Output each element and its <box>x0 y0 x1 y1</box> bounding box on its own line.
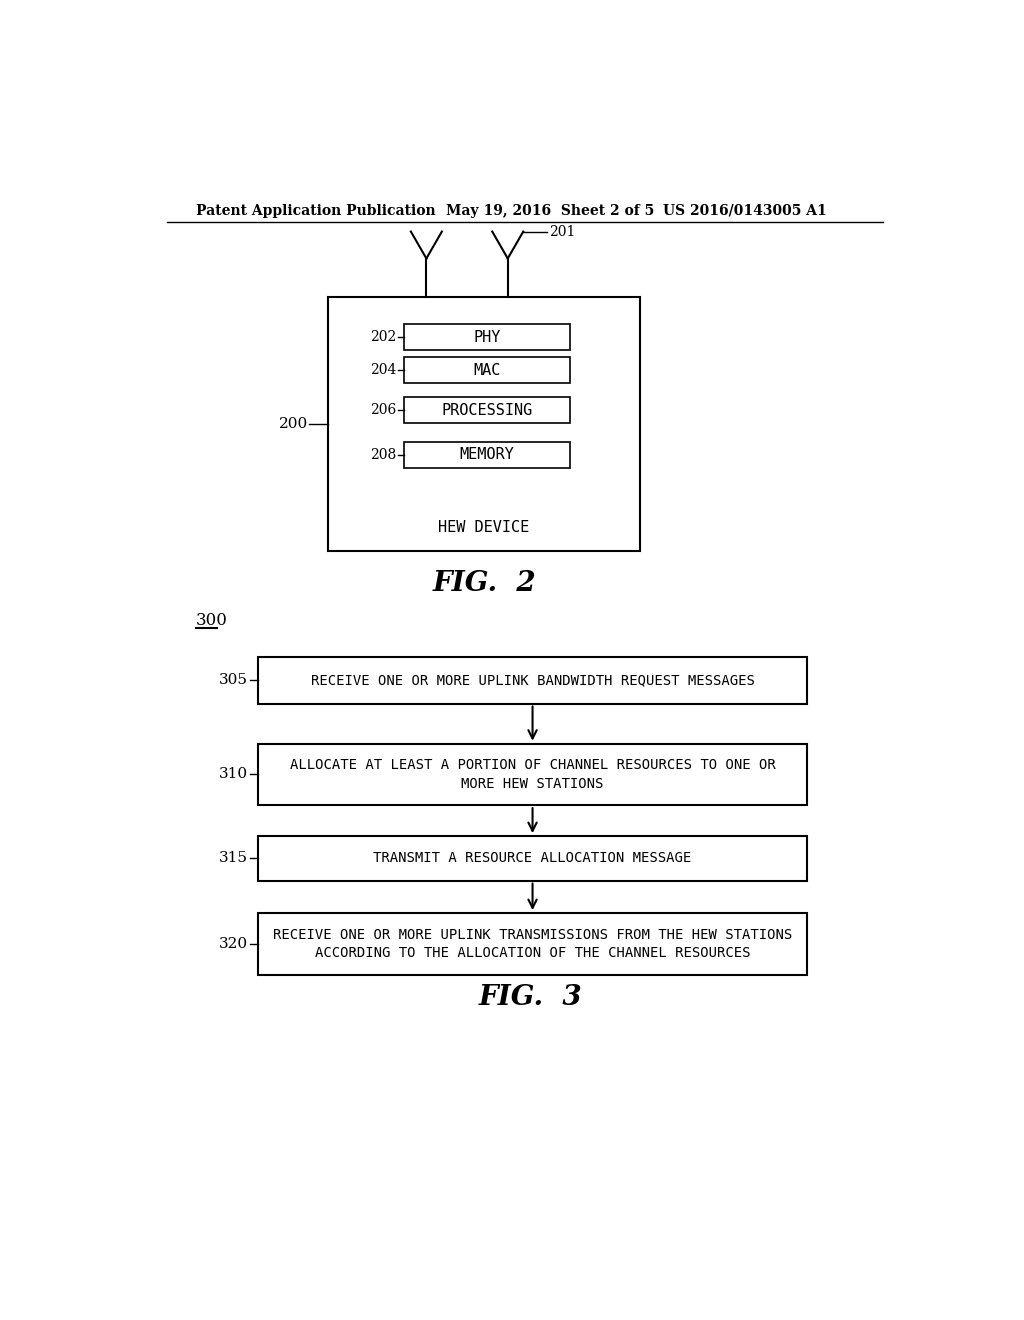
Text: MAC: MAC <box>473 363 501 378</box>
Text: 204: 204 <box>370 363 396 378</box>
FancyBboxPatch shape <box>403 397 569 424</box>
Text: RECEIVE ONE OR MORE UPLINK TRANSMISSIONS FROM THE HEW STATIONS
ACCORDING TO THE : RECEIVE ONE OR MORE UPLINK TRANSMISSIONS… <box>273 928 793 960</box>
FancyBboxPatch shape <box>258 836 807 880</box>
Text: Patent Application Publication: Patent Application Publication <box>197 203 436 218</box>
Text: PROCESSING: PROCESSING <box>441 403 532 417</box>
Text: 208: 208 <box>370 447 396 462</box>
Text: ALLOCATE AT LEAST A PORTION OF CHANNEL RESOURCES TO ONE OR
MORE HEW STATIONS: ALLOCATE AT LEAST A PORTION OF CHANNEL R… <box>290 758 775 791</box>
Text: 201: 201 <box>549 224 575 239</box>
FancyBboxPatch shape <box>258 657 807 704</box>
Text: US 2016/0143005 A1: US 2016/0143005 A1 <box>663 203 826 218</box>
Text: 300: 300 <box>197 612 228 628</box>
Text: RECEIVE ONE OR MORE UPLINK BANDWIDTH REQUEST MESSAGES: RECEIVE ONE OR MORE UPLINK BANDWIDTH REQ… <box>310 673 755 688</box>
Text: 320: 320 <box>219 937 248 950</box>
Text: 310: 310 <box>219 767 248 781</box>
Text: FIG.  3: FIG. 3 <box>478 985 582 1011</box>
Text: FIG.  2: FIG. 2 <box>433 570 537 597</box>
Text: 200: 200 <box>279 417 308 432</box>
Text: TRANSMIT A RESOURCE ALLOCATION MESSAGE: TRANSMIT A RESOURCE ALLOCATION MESSAGE <box>374 851 691 866</box>
Text: May 19, 2016  Sheet 2 of 5: May 19, 2016 Sheet 2 of 5 <box>445 203 654 218</box>
FancyBboxPatch shape <box>328 297 640 552</box>
Text: MEMORY: MEMORY <box>460 447 514 462</box>
FancyBboxPatch shape <box>258 913 807 974</box>
Text: PHY: PHY <box>473 330 501 345</box>
Text: 315: 315 <box>219 851 248 866</box>
Text: 206: 206 <box>370 403 396 417</box>
FancyBboxPatch shape <box>403 323 569 350</box>
Text: HEW DEVICE: HEW DEVICE <box>438 520 529 536</box>
Text: 202: 202 <box>370 330 396 345</box>
Text: 305: 305 <box>219 673 248 688</box>
FancyBboxPatch shape <box>403 358 569 383</box>
FancyBboxPatch shape <box>403 442 569 469</box>
FancyBboxPatch shape <box>258 743 807 805</box>
